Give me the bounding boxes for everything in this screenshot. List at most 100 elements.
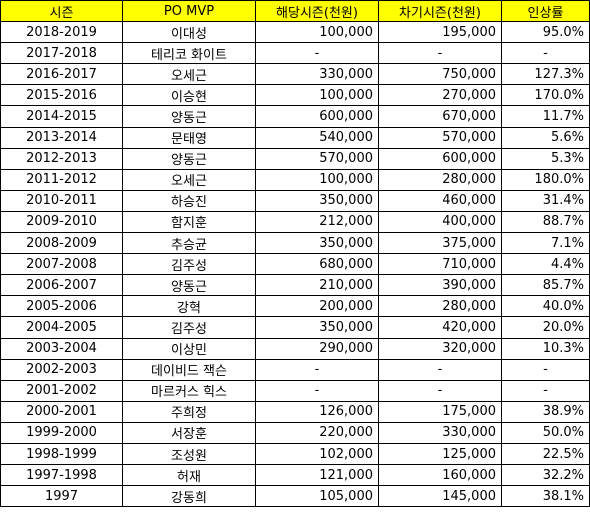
season-cell: 2013-2014 (0, 126, 123, 149)
season-cell: 2015-2016 (0, 84, 123, 107)
season-cell: 2000-2001 (0, 400, 123, 423)
table-row: 1997 강동희 105,000 145,000 38.1% (0, 485, 590, 508)
raise-rate-cell: 10.3% (501, 337, 590, 360)
current-salary-cell: - (255, 358, 379, 381)
next-salary-cell: 125,000 (378, 442, 502, 466)
season-cell: 2001-2002 (0, 379, 123, 402)
table-row: 1997-1998 허재 121,000 160,000 32.2% (0, 464, 590, 487)
current-salary-cell: 680,000 (255, 253, 379, 276)
season-cell: 2005-2006 (0, 295, 123, 318)
raise-rate-cell: 127.3% (501, 63, 590, 86)
mvp-cell: 문태영 (122, 126, 256, 149)
raise-rate-cell: 88.7% (501, 210, 590, 234)
table-row: 2016-2017 오세근 330,000 750,000 127.3% (0, 63, 590, 86)
mvp-cell: 함지훈 (122, 210, 256, 234)
table-row: 2005-2006 강혁 200,000 280,000 40.0% (0, 295, 590, 318)
raise-rate-cell: 95.0% (501, 21, 590, 44)
header-current-salary: 해당시즌(천원) (255, 0, 379, 23)
raise-rate-cell: - (501, 379, 590, 402)
next-salary-cell: 270,000 (378, 84, 502, 107)
current-salary-cell: 600,000 (255, 105, 379, 128)
raise-rate-cell: 180.0% (501, 168, 590, 191)
table-row: 2011-2012 오세근 100,000 280,000 180.0% (0, 168, 590, 191)
mvp-cell: 이상민 (122, 337, 256, 360)
mvp-cell: 주희정 (122, 400, 256, 423)
next-salary-cell: 600,000 (378, 147, 502, 170)
mvp-cell: 데이비드 잭슨 (122, 358, 256, 381)
current-salary-cell: 100,000 (255, 21, 379, 44)
table-row: 2018-2019 이대성 100,000 195,000 95.0% (0, 21, 590, 44)
season-cell: 2018-2019 (0, 21, 123, 44)
next-salary-cell: 460,000 (378, 189, 502, 212)
current-salary-cell: 102,000 (255, 442, 379, 466)
mvp-cell: 서장훈 (122, 421, 256, 444)
season-cell: 1998-1999 (0, 442, 123, 466)
mvp-cell: 오세근 (122, 63, 256, 86)
mvp-cell: 오세근 (122, 168, 256, 191)
raise-rate-cell: 85.7% (501, 274, 590, 297)
next-salary-cell: 195,000 (378, 21, 502, 44)
next-salary-cell: 320,000 (378, 337, 502, 360)
table-row: 1999-2000 서장훈 220,000 330,000 50.0% (0, 421, 590, 444)
next-salary-cell: 280,000 (378, 295, 502, 318)
raise-rate-cell: 7.1% (501, 232, 590, 255)
next-salary-cell: 750,000 (378, 63, 502, 86)
raise-rate-cell: 4.4% (501, 253, 590, 276)
current-salary-cell: 200,000 (255, 295, 379, 318)
current-salary-cell: 290,000 (255, 337, 379, 360)
season-cell: 2011-2012 (0, 168, 123, 191)
raise-rate-cell: 22.5% (501, 442, 590, 466)
table-row: 2004-2005 김주성 350,000 420,000 20.0% (0, 316, 590, 339)
season-cell: 2006-2007 (0, 274, 123, 297)
raise-rate-cell: 40.0% (501, 295, 590, 318)
mvp-cell: 추승균 (122, 232, 256, 255)
current-salary-cell: 330,000 (255, 63, 379, 86)
table-row: 2017-2018 테리코 화이트 - - - (0, 42, 590, 65)
season-cell: 2017-2018 (0, 42, 123, 65)
table-row: 2009-2010 함지훈 212,000 400,000 88.7% (0, 210, 590, 234)
table-row: 2015-2016 이승현 100,000 270,000 170.0% (0, 84, 590, 107)
season-cell: 2008-2009 (0, 232, 123, 255)
table-row: 2003-2004 이상민 290,000 320,000 10.3% (0, 337, 590, 360)
next-salary-cell: 390,000 (378, 274, 502, 297)
current-salary-cell: 350,000 (255, 316, 379, 339)
current-salary-cell: 100,000 (255, 168, 379, 191)
header-po-mvp: PO MVP (122, 0, 256, 23)
current-salary-cell: 350,000 (255, 189, 379, 212)
next-salary-cell: 145,000 (378, 485, 502, 508)
mvp-cell: 테리코 화이트 (122, 42, 256, 65)
season-cell: 2004-2005 (0, 316, 123, 339)
next-salary-cell: - (378, 379, 502, 402)
mvp-cell: 이대성 (122, 21, 256, 44)
raise-rate-cell: 20.0% (501, 316, 590, 339)
table-row: 2006-2007 양동근 210,000 390,000 85.7% (0, 274, 590, 297)
table-row: 2014-2015 양동근 600,000 670,000 11.7% (0, 105, 590, 128)
season-cell: 2009-2010 (0, 210, 123, 234)
next-salary-cell: 175,000 (378, 400, 502, 423)
next-salary-cell: - (378, 358, 502, 381)
season-cell: 2012-2013 (0, 147, 123, 170)
mvp-cell: 하승진 (122, 189, 256, 212)
season-cell: 2010-2011 (0, 189, 123, 212)
next-salary-cell: 710,000 (378, 253, 502, 276)
next-salary-cell: 420,000 (378, 316, 502, 339)
raise-rate-cell: 50.0% (501, 421, 590, 444)
current-salary-cell: 210,000 (255, 274, 379, 297)
mvp-cell: 강동희 (122, 485, 256, 508)
mvp-cell: 조성원 (122, 442, 256, 466)
season-cell: 2002-2003 (0, 358, 123, 381)
current-salary-cell: 126,000 (255, 400, 379, 423)
table-header: 시즌 PO MVP 해당시즌(천원) 차기시즌(천원) 인상률 (0, 0, 590, 23)
table-row: 2010-2011 하승진 350,000 460,000 31.4% (0, 189, 590, 212)
current-salary-cell: 570,000 (255, 147, 379, 170)
mvp-cell: 양동근 (122, 147, 256, 170)
next-salary-cell: 330,000 (378, 421, 502, 444)
table-row: 1998-1999 조성원 102,000 125,000 22.5% (0, 442, 590, 466)
table-row: 2000-2001 주희정 126,000 175,000 38.9% (0, 400, 590, 423)
raise-rate-cell: 38.1% (501, 485, 590, 508)
current-salary-cell: 540,000 (255, 126, 379, 149)
mvp-cell: 허재 (122, 464, 256, 487)
raise-rate-cell: 5.3% (501, 147, 590, 170)
season-cell: 2007-2008 (0, 253, 123, 276)
table-row: 2007-2008 김주성 680,000 710,000 4.4% (0, 253, 590, 276)
